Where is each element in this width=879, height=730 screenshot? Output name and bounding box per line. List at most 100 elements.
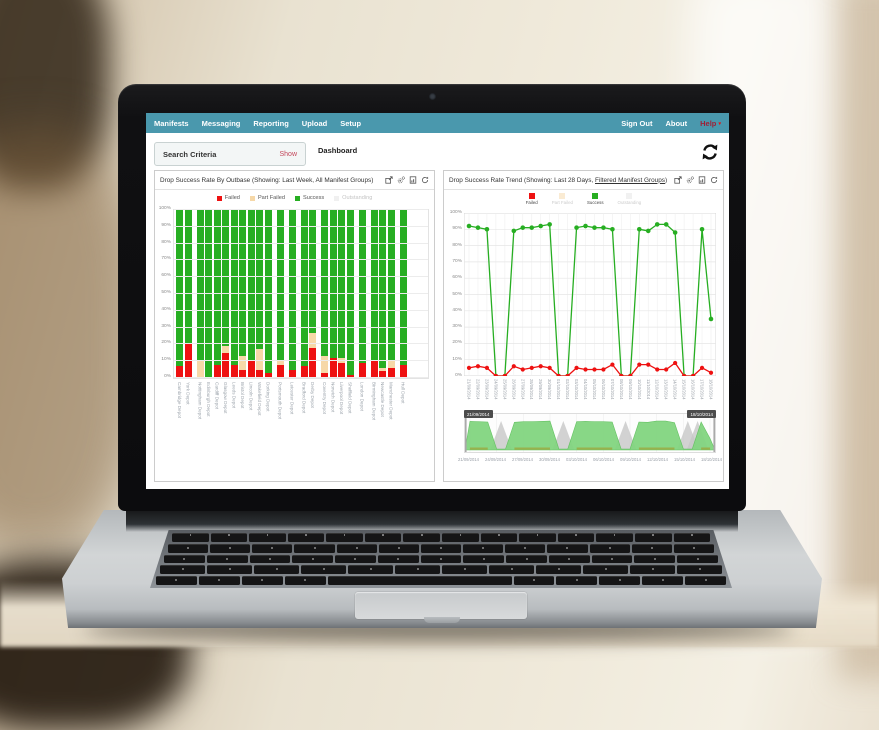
y-axis-tick-label: 20% bbox=[452, 340, 462, 346]
legend-label: Success bbox=[303, 195, 325, 201]
export-image-icon[interactable] bbox=[409, 176, 417, 184]
bar-glasgow-depot[interactable]: Glasgow Depot bbox=[222, 210, 229, 413]
keyboard-key bbox=[292, 554, 334, 564]
nav-item-setup[interactable]: Setup bbox=[340, 118, 362, 128]
nav-item-manifests[interactable]: Manifests bbox=[154, 118, 189, 128]
keyboard-key bbox=[583, 565, 628, 575]
bar-group: Birmingham Depot Newcastle Depot Mancheste… bbox=[370, 210, 395, 420]
legend-item-outstanding[interactable]: Outstanding bbox=[618, 193, 641, 205]
bar-birmingham-depot[interactable]: Birmingham Depot bbox=[370, 210, 378, 420]
bar-portsmouth-depot[interactable]: Portsmouth Depot bbox=[276, 210, 284, 419]
refresh-panel-icon[interactable] bbox=[421, 176, 429, 184]
bar-norwich-depot[interactable]: Norwich Depot bbox=[329, 210, 337, 412]
bar-wakefield-depot[interactable]: Wakefield Depot bbox=[256, 210, 263, 416]
open-in-new-window-icon[interactable] bbox=[674, 176, 682, 184]
line-chart-plot[interactable] bbox=[464, 213, 716, 376]
bar-label: Norwich Depot bbox=[330, 382, 336, 413]
bar-coventry-depot[interactable]: Coventry Depot bbox=[321, 210, 328, 414]
show-link[interactable]: Show bbox=[279, 150, 297, 158]
x-axis-date-label: 24/09/2014 bbox=[493, 379, 499, 400]
navigator-tick-label: 18/10/2014 bbox=[701, 457, 722, 462]
spacebar-key bbox=[327, 576, 512, 585]
x-axis-date-label: 04/10/2014 bbox=[583, 379, 589, 400]
legend-item-outstanding[interactable]: Outstanding bbox=[334, 195, 372, 201]
x-axis-date-label: 02/10/2014 bbox=[565, 379, 571, 400]
bar-group: Hull Depot bbox=[399, 210, 407, 403]
bar-cambridge-depot[interactable]: Cambridge Depot bbox=[176, 210, 183, 418]
nav-item-reporting[interactable]: Reporting bbox=[253, 118, 289, 128]
keyboard-key bbox=[642, 576, 684, 585]
legend-item-part-failed[interactable]: Part Failed bbox=[249, 195, 285, 201]
legend-item-success[interactable]: Success bbox=[295, 195, 324, 201]
legend-item-failed[interactable]: Failed bbox=[216, 195, 240, 201]
keyboard-key bbox=[335, 554, 376, 564]
y-axis-tick-label: 50% bbox=[161, 290, 171, 295]
success-segment bbox=[247, 210, 255, 360]
bar-leicester-depot[interactable]: Leicester Depot bbox=[288, 210, 296, 414]
open-in-new-window-icon[interactable] bbox=[385, 176, 393, 184]
legend-item-failed[interactable]: Failed bbox=[526, 193, 538, 205]
filtered-manifest-groups-link[interactable]: Filtered Manifest Groups bbox=[595, 176, 665, 184]
part-failed-segment bbox=[379, 367, 386, 372]
nav-item-messaging[interactable]: Messaging bbox=[201, 118, 241, 128]
nav-item-sign-out[interactable]: Sign Out bbox=[621, 118, 653, 128]
x-axis-date-label: 14/10/2014 bbox=[672, 379, 678, 400]
nav-item-about[interactable]: About bbox=[665, 118, 688, 128]
x-axis-date-label: 10/10/2014 bbox=[636, 379, 642, 400]
settings-cogs-icon[interactable] bbox=[397, 176, 405, 184]
refresh-dashboard-icon[interactable] bbox=[701, 143, 719, 161]
bar-york-depot[interactable]: York Depot bbox=[184, 210, 192, 405]
nav-item-help[interactable]: Help ▾ bbox=[700, 119, 721, 128]
legend-label: Part Failed bbox=[551, 200, 573, 205]
bar-derby-depot[interactable]: Derby Depot bbox=[309, 210, 316, 408]
keyboard-key bbox=[301, 565, 346, 575]
bar-liverpool-depot[interactable]: Liverpool Depot bbox=[338, 210, 345, 414]
failed-segment bbox=[346, 374, 354, 378]
legend-item-success[interactable]: Success bbox=[587, 193, 604, 205]
bar-label: London Depot bbox=[359, 382, 365, 411]
bar-dorking-depot[interactable]: Dorking Depot bbox=[264, 210, 272, 411]
success-segment bbox=[222, 210, 229, 347]
navigator-end-handle[interactable]: 18/10/2014 bbox=[687, 410, 716, 418]
bar-edinburgh-depot[interactable]: Edinburgh Depot bbox=[205, 210, 212, 416]
success-segment bbox=[264, 210, 272, 373]
y-axis-tick-label: 90% bbox=[452, 226, 462, 232]
nav-item-upload[interactable]: Upload bbox=[301, 118, 328, 128]
settings-cogs-icon[interactable] bbox=[686, 176, 694, 184]
panel-title: Drop Success Rate By Outbase (Showing: L… bbox=[160, 176, 374, 184]
refresh-panel-icon[interactable] bbox=[710, 176, 718, 184]
bar-label: York Depot bbox=[185, 382, 191, 405]
bar-label: Wakefield Depot bbox=[257, 382, 262, 416]
legend-swatch-icon bbox=[334, 195, 340, 201]
legend-swatch-icon bbox=[249, 195, 255, 201]
navigator-tick-label: 09/10/2014 bbox=[620, 457, 641, 462]
bar-manchester-depot[interactable]: Manchester Depot bbox=[387, 210, 395, 420]
keyboard-key bbox=[480, 533, 518, 542]
background-left-blur bbox=[0, 130, 140, 550]
bar-bristol-depot[interactable]: Bristol Depot bbox=[239, 210, 246, 408]
navigator-tick-label: 12/10/2014 bbox=[647, 457, 668, 462]
bar-label: Bradford Depot bbox=[301, 382, 307, 414]
bar-bradford-depot[interactable]: Bradford Depot bbox=[300, 210, 308, 413]
search-criteria-button[interactable]: Search Criteria Show bbox=[154, 142, 306, 166]
bar-cardiff-depot[interactable]: Cardiff Depot bbox=[213, 210, 221, 409]
x-axis-date-label: 28/09/2014 bbox=[529, 379, 535, 400]
keyboard-key bbox=[442, 565, 487, 575]
x-axis-date-label: 15/10/2014 bbox=[681, 379, 687, 400]
bar-newcastle-depot[interactable]: Newcastle Depot bbox=[379, 210, 386, 417]
panel-header-icons bbox=[385, 176, 429, 184]
bar-sheffield-depot[interactable]: Sheffield Depot bbox=[346, 210, 354, 413]
bar-leeds-depot[interactable]: Leeds Depot bbox=[230, 210, 238, 408]
legend-item-part-failed[interactable]: Part Failed bbox=[552, 193, 573, 205]
bar-lincoln-depot[interactable]: Lincoln Depot bbox=[247, 210, 255, 410]
failed-segment bbox=[309, 347, 316, 378]
bar-chart-plot[interactable]: Cambridge Depot York Depot Nottingham Depo… bbox=[173, 209, 429, 420]
panel-header: Drop Success Rate By Outbase (Showing: L… bbox=[155, 171, 434, 190]
range-navigator[interactable]: 21/09/2014 18/10/2014 bbox=[464, 410, 716, 453]
export-image-icon[interactable] bbox=[698, 176, 706, 184]
bar-group: Leicester Depot bbox=[288, 210, 296, 414]
bar-hull-depot[interactable]: Hull Depot bbox=[399, 210, 407, 403]
navigator-start-handle[interactable]: 21/09/2014 bbox=[464, 410, 493, 418]
bar-london-depot[interactable]: London Depot bbox=[358, 210, 366, 411]
bar-nottingham-depot[interactable]: Nottingham Depot bbox=[196, 210, 204, 419]
